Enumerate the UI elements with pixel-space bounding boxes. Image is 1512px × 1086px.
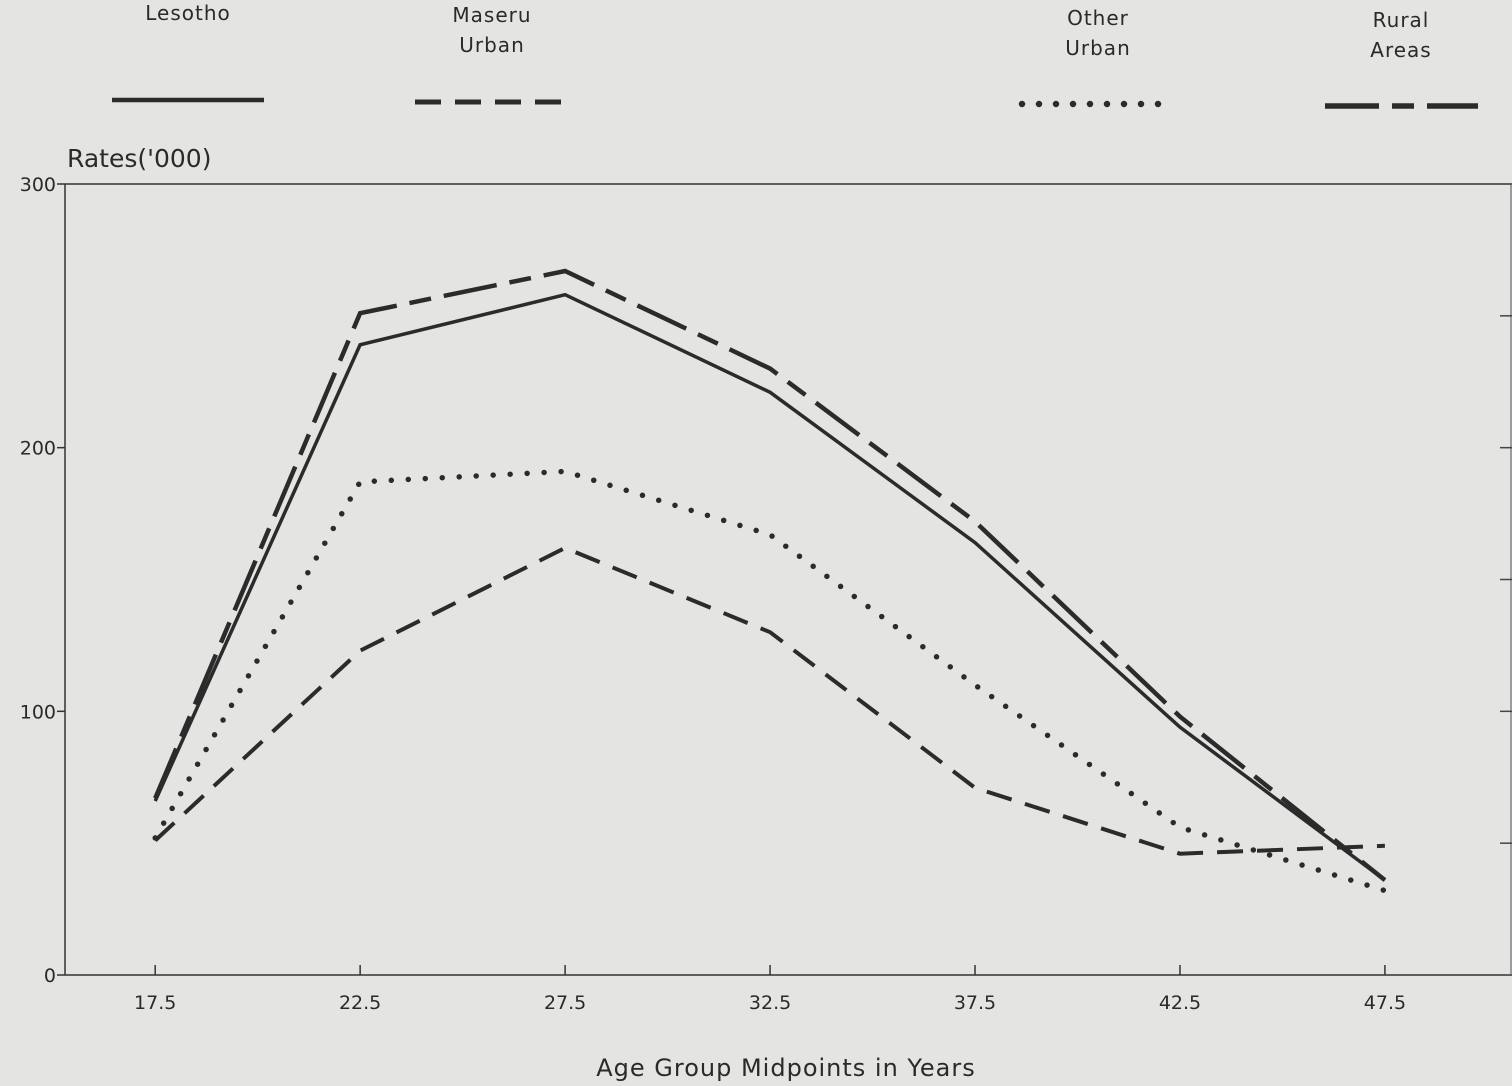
legend-label: Urban — [1065, 36, 1131, 60]
x-tick-label: 47.5 — [1364, 992, 1406, 1014]
x-tick-label: 22.5 — [339, 992, 381, 1014]
series-line-rural-areas — [153, 268, 1387, 882]
legend-label: Areas — [1370, 38, 1431, 62]
y-axis-label: Rates('000) — [67, 144, 211, 173]
y-tick-label: 0 — [44, 965, 56, 987]
y-tick-label: 200 — [20, 438, 56, 460]
x-tick-label: 17.5 — [134, 992, 176, 1014]
legend-label: Rural — [1373, 8, 1430, 32]
legend-label: Lesotho — [145, 1, 231, 25]
series-line-lesotho — [153, 292, 1386, 882]
x-tick-label: 42.5 — [1159, 992, 1201, 1014]
series-line-other-urban — [152, 468, 1388, 894]
x-tick-label: 27.5 — [544, 992, 586, 1014]
axes: 0 100 200 300 17.5 22.5 27.5 32.5 37.5 42.5 47.5 — [20, 174, 1512, 1014]
legend-label: Maseru — [452, 3, 531, 27]
series-layer — [152, 268, 1388, 894]
series-line-maseru-urban — [153, 545, 1385, 856]
x-tick-label: 32.5 — [749, 992, 791, 1014]
x-axis-label: Age Group Midpoints in Years — [596, 1054, 976, 1082]
y-tick-label: 300 — [20, 174, 56, 196]
legend: Lesotho Maseru Urban Other Urban Rural Areas — [112, 1, 1478, 109]
y-tick-label: 100 — [20, 701, 56, 723]
x-tick-label: 37.5 — [954, 992, 996, 1014]
legend-label: Urban — [459, 33, 525, 57]
legend-label: Other — [1067, 6, 1129, 30]
